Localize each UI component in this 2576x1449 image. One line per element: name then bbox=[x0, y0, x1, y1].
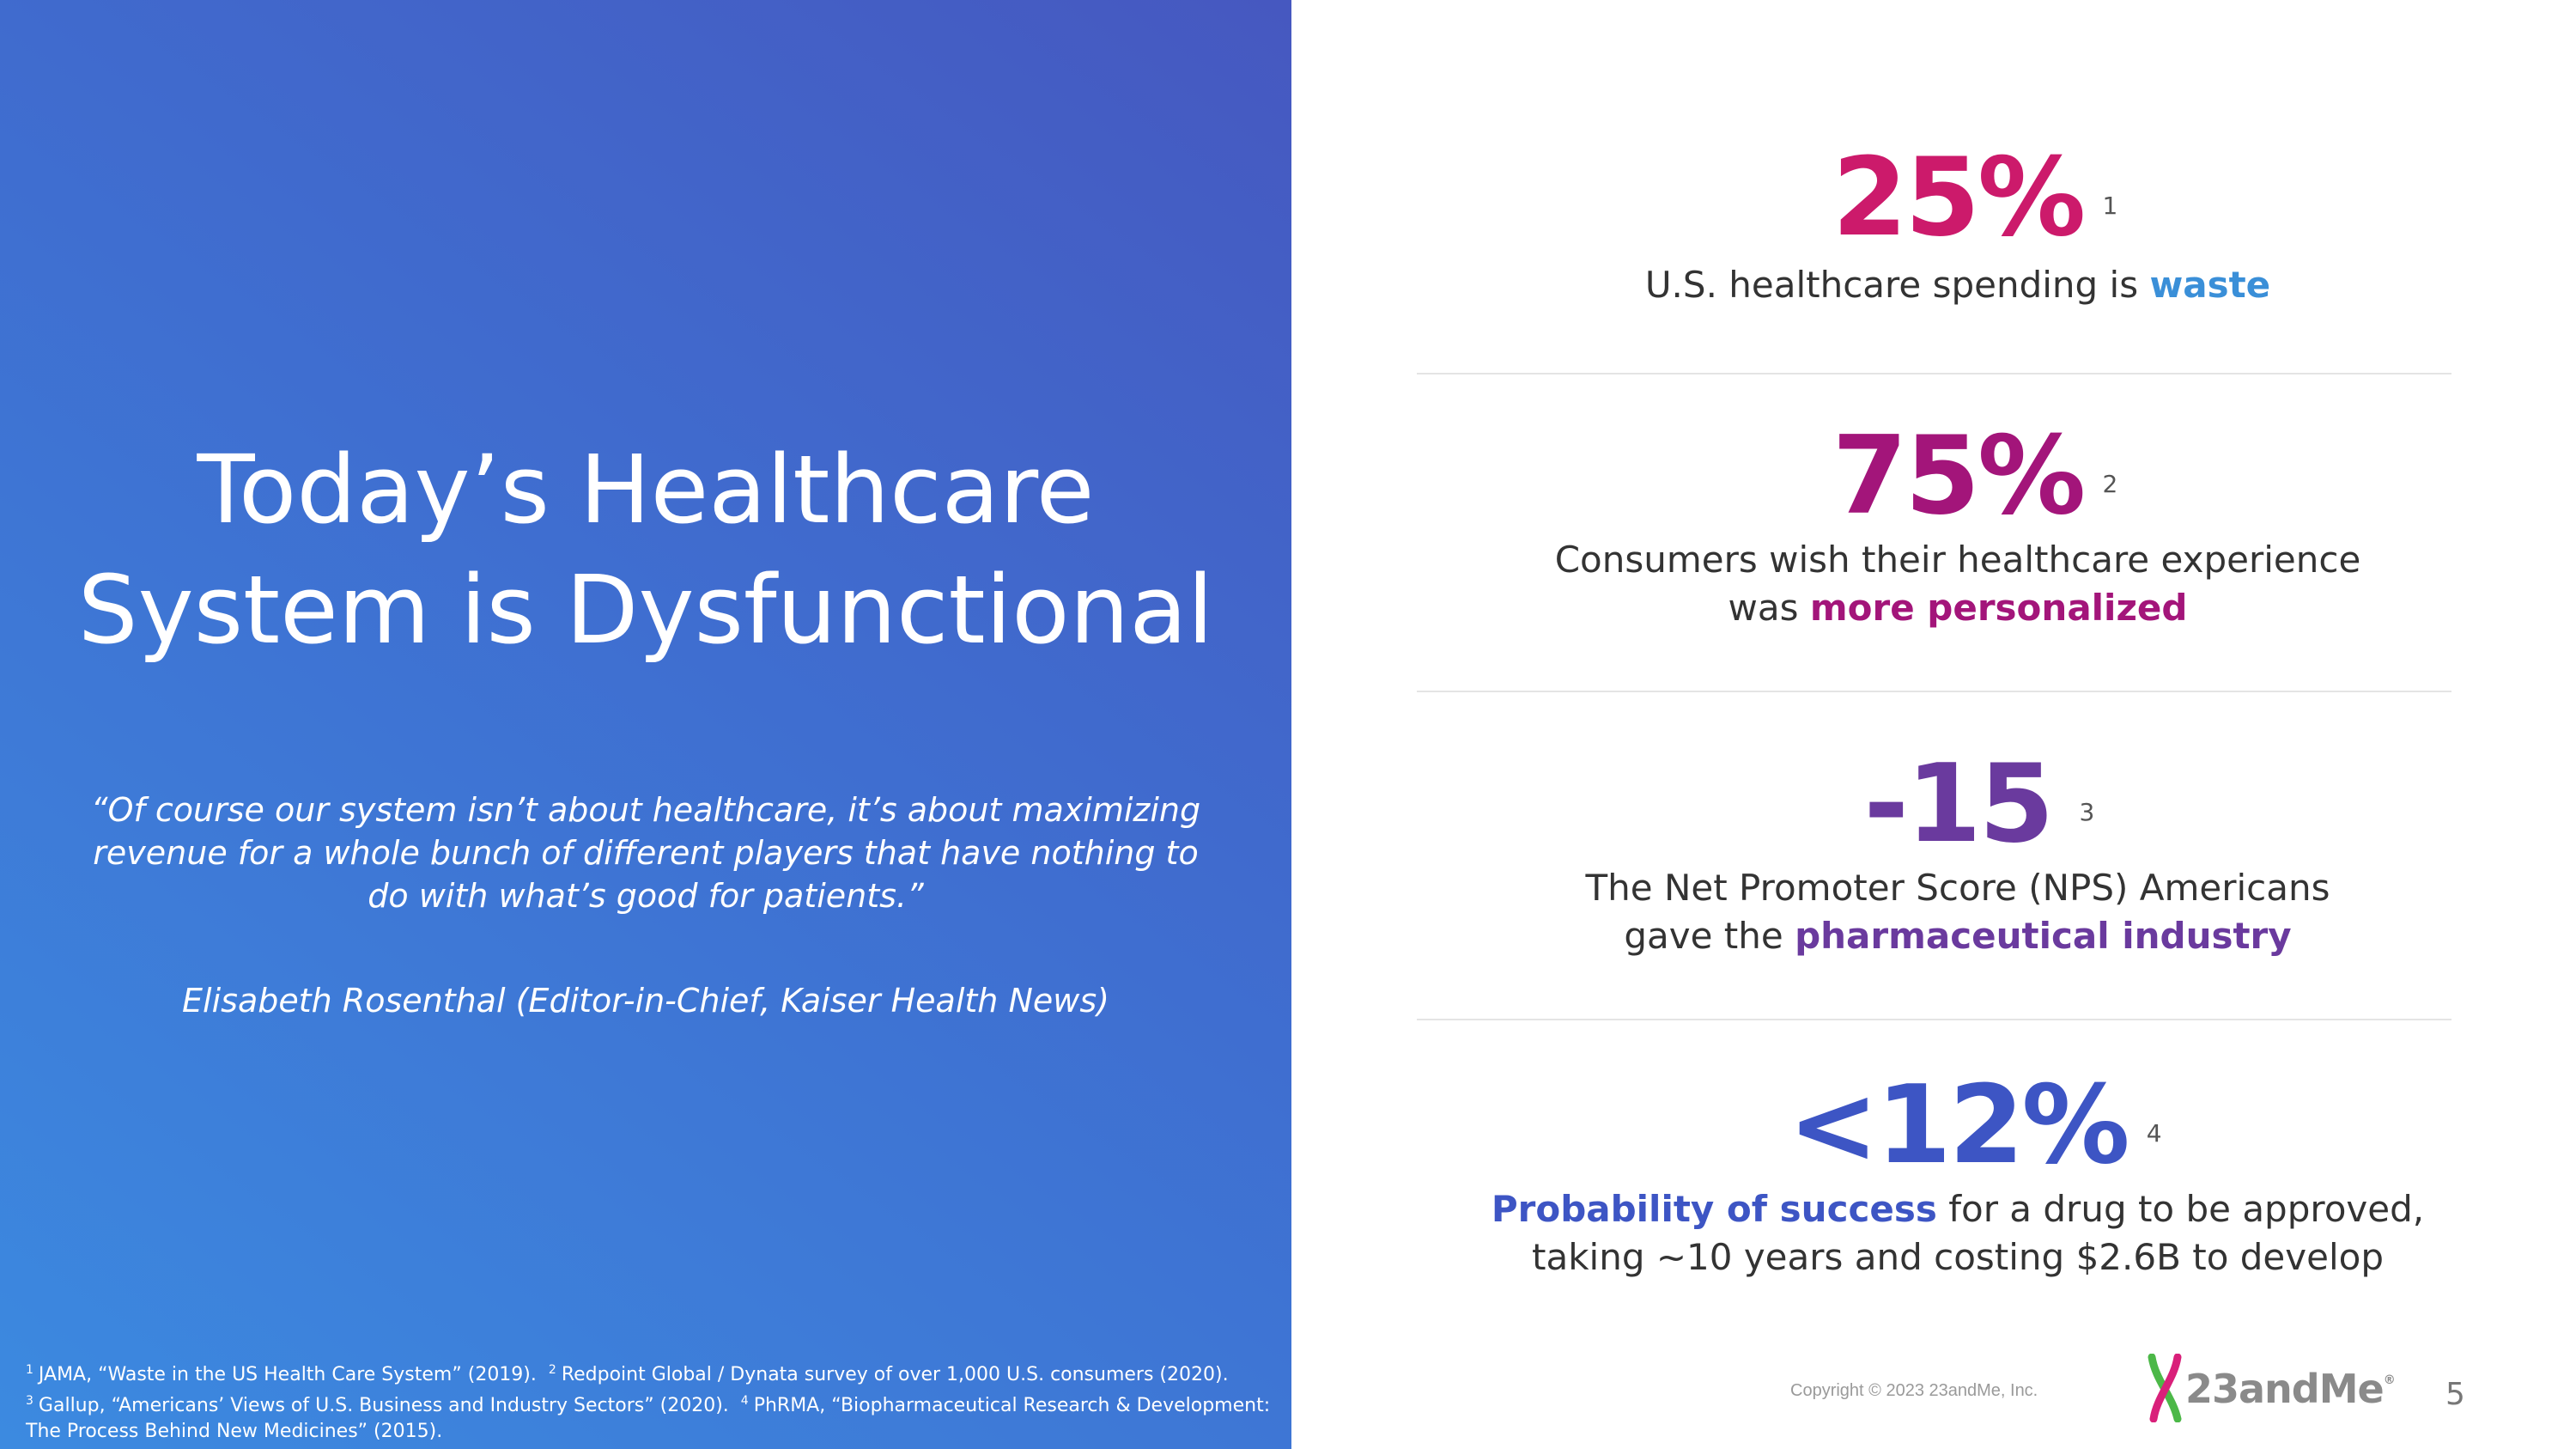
stat-desc-emphasis: pharmaceutical industry bbox=[1795, 915, 2292, 957]
title-line-1: Today’s Healthcare bbox=[197, 435, 1095, 545]
title-line-2: System is Dysfunctional bbox=[77, 555, 1214, 665]
stat-desc-emphasis: more personalized bbox=[1809, 587, 2188, 629]
stat-value: 75% 2 bbox=[1832, 416, 2118, 536]
stat-waste: 25% 1 U.S. healthcare spending is waste bbox=[1425, 137, 2490, 309]
stat-desc-emphasis: waste bbox=[2149, 264, 2271, 306]
stat-value-text: <12% bbox=[1788, 1062, 2129, 1188]
footnote-text-3: Gallup, “Americans’ Views of U.S. Busine… bbox=[38, 1395, 729, 1416]
stat-description: The Net Promoter Score (NPS) Americans g… bbox=[1425, 864, 2490, 960]
footnote-marker-3: 3 bbox=[26, 1394, 33, 1408]
stat-value-text: -15 bbox=[1863, 740, 2055, 867]
stat-value-text: 25% bbox=[1832, 134, 2087, 260]
stat-value: -15 3 bbox=[1864, 744, 2095, 864]
footnote-text-1: JAMA, “Waste in the US Health Care Syste… bbox=[38, 1364, 537, 1385]
stat-footnote-marker: 3 bbox=[2079, 798, 2095, 826]
stat-value-text: 75% bbox=[1832, 412, 2087, 539]
stat-description: Consumers wish their healthcare experien… bbox=[1425, 536, 2490, 632]
footnote-marker-4: 4 bbox=[740, 1394, 749, 1408]
logo-wordmark: 23andMe® bbox=[2185, 1366, 2396, 1412]
footnote-text-2: Redpoint Global / Dynata survey of over … bbox=[561, 1364, 1229, 1385]
left-panel: Today’s Healthcare System is Dysfunction… bbox=[0, 0, 1291, 1449]
stat-desc-line-2: taking ~10 years and costing $2.6B to de… bbox=[1532, 1236, 2384, 1278]
stat-footnote-marker: 2 bbox=[2102, 470, 2118, 498]
stat-value: 25% 1 bbox=[1832, 134, 2118, 260]
stat-footnote-marker: 4 bbox=[2146, 1119, 2162, 1148]
page-number: 5 bbox=[2445, 1377, 2465, 1412]
logo-registered-mark: ® bbox=[2383, 1373, 2396, 1387]
slide-title: Today’s Healthcare System is Dysfunction… bbox=[0, 429, 1291, 670]
quote-text: “Of course our system isn’t about health… bbox=[90, 791, 1201, 915]
stat-probability: <12% 4 Probability of success for a drug… bbox=[1425, 1065, 2490, 1282]
stat-desc-line-1: Consumers wish their healthcare experien… bbox=[1554, 539, 2361, 581]
footnote-text-4: PhRMA, “Biopharmaceutical Research & Dev… bbox=[26, 1395, 1271, 1442]
stat-desc-line-2: was more personalized bbox=[1425, 584, 2490, 632]
footnote-line-2: 3 Gallup, “Americans’ Views of U.S. Busin… bbox=[26, 1388, 1279, 1445]
footnote-marker-2: 2 bbox=[548, 1363, 556, 1377]
stat-desc-line-1: Probability of success for a drug to be … bbox=[1425, 1185, 2490, 1233]
stat-desc-text: was bbox=[1728, 587, 1810, 629]
divider bbox=[1417, 691, 2451, 692]
stat-desc-text: for a drug to be approved, bbox=[1936, 1188, 2425, 1230]
stat-personalized: 75% 2 Consumers wish their healthcare ex… bbox=[1425, 416, 2490, 632]
logo-wordmark-text: 23andMe bbox=[2185, 1366, 2385, 1412]
stat-desc-line-1: The Net Promoter Score (NPS) Americans bbox=[1585, 867, 2330, 909]
divider bbox=[1417, 373, 2451, 374]
stat-desc-line-2: gave the pharmaceutical industry bbox=[1425, 912, 2490, 960]
stat-desc-text: U.S. healthcare spending is bbox=[1644, 264, 2150, 306]
footnote-marker-1: 1 bbox=[26, 1363, 33, 1377]
stat-description: Probability of success for a drug to be … bbox=[1425, 1185, 2490, 1282]
stat-nps: -15 3 The Net Promoter Score (NPS) Ameri… bbox=[1425, 744, 2490, 960]
divider bbox=[1417, 1019, 2451, 1020]
stat-desc-emphasis: Probability of success bbox=[1491, 1188, 1937, 1230]
stat-value: <12% 4 bbox=[1788, 1062, 2161, 1188]
stat-description: U.S. healthcare spending is waste bbox=[1425, 261, 2490, 309]
quote-author: Elisabeth Rosenthal (Editor-in-Chief, Ka… bbox=[182, 982, 1109, 1020]
stat-desc-text: gave the bbox=[1624, 915, 1795, 957]
logo-x-icon bbox=[2148, 1354, 2182, 1422]
copyright-text: Copyright © 2023 23andMe, Inc. bbox=[1790, 1381, 2038, 1400]
footnote-line-1: 1 JAMA, “Waste in the US Health Care Syst… bbox=[26, 1357, 1279, 1388]
stat-footnote-marker: 1 bbox=[2102, 192, 2118, 220]
footnotes: 1 JAMA, “Waste in the US Health Care Syst… bbox=[26, 1357, 1279, 1445]
23andme-logo: 23andMe® bbox=[2147, 1354, 2396, 1422]
